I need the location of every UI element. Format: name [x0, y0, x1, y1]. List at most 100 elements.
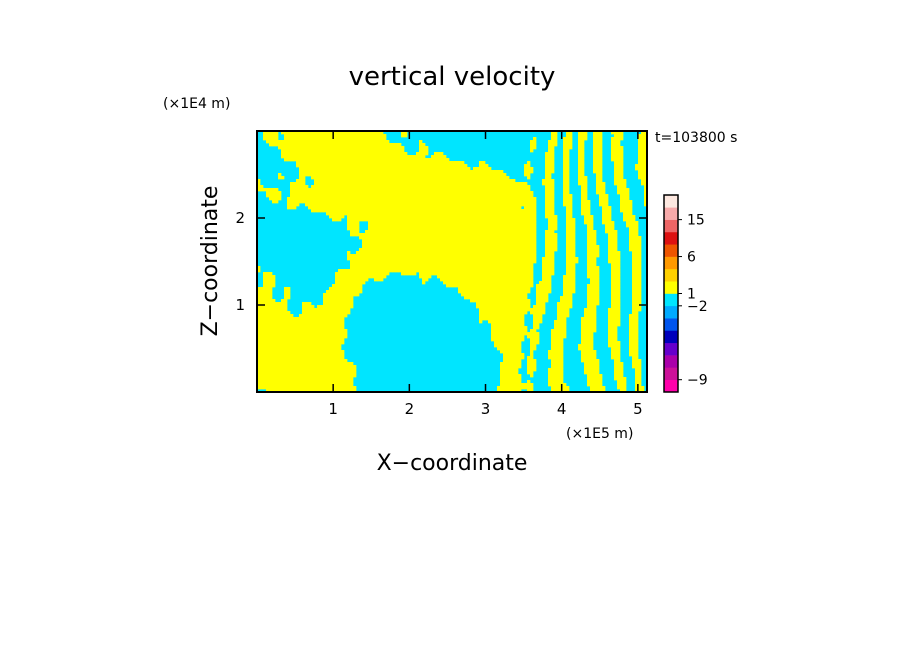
field-cell [491, 260, 495, 264]
field-cell [314, 308, 318, 312]
field-cell [536, 290, 540, 294]
field-cell [314, 200, 318, 204]
field-cell [614, 332, 618, 336]
field-cell [584, 368, 588, 372]
field-cell [509, 209, 513, 213]
field-cell [284, 332, 288, 336]
field-cell [524, 248, 528, 252]
field-cell [548, 236, 552, 240]
field-cell [638, 245, 642, 249]
field-cell [317, 326, 321, 330]
field-cell [401, 248, 405, 252]
field-cell [596, 269, 600, 273]
field-cell [509, 269, 513, 273]
field-cell [311, 197, 315, 201]
field-cell [566, 218, 570, 222]
field-cell [260, 329, 264, 333]
field-cell [281, 314, 285, 318]
field-cell [299, 374, 303, 378]
field-cell [332, 182, 336, 186]
field-cell [398, 269, 402, 273]
field-cell [398, 224, 402, 228]
field-cell [587, 254, 591, 258]
field-cell [281, 326, 285, 330]
field-cell [266, 329, 270, 333]
field-cell [560, 329, 564, 333]
field-cell [344, 179, 348, 183]
field-cell [584, 200, 588, 204]
field-cell [479, 248, 483, 252]
field-cell [569, 230, 573, 234]
field-cell [572, 227, 576, 231]
field-cell [521, 215, 525, 219]
field-cell [320, 335, 324, 339]
field-cell [620, 374, 624, 378]
field-cell [413, 179, 417, 183]
field-cell [536, 323, 540, 327]
field-cell [635, 308, 639, 312]
field-cell [611, 311, 615, 315]
field-cell [356, 191, 360, 195]
field-cell [467, 269, 471, 273]
field-cell [302, 194, 306, 198]
field-cell [590, 221, 594, 225]
field-cell [290, 182, 294, 186]
field-cell [443, 272, 447, 276]
field-cell [635, 374, 639, 378]
field-cell [461, 290, 465, 294]
field-cell [434, 251, 438, 255]
field-cell [323, 332, 327, 336]
field-cell [359, 269, 363, 273]
field-cell [332, 296, 336, 300]
field-cell [413, 203, 417, 207]
field-cell [311, 365, 315, 369]
field-cell [338, 185, 342, 189]
field-cell [431, 236, 435, 240]
field-cell [557, 374, 561, 378]
field-cell [326, 365, 330, 369]
field-cell [257, 287, 261, 291]
field-cell [269, 314, 273, 318]
field-cell [437, 251, 441, 255]
field-cell [512, 185, 516, 189]
field-cell [623, 194, 627, 198]
field-cell [410, 272, 414, 276]
field-cell [512, 257, 516, 261]
field-cell [368, 254, 372, 258]
field-cell [446, 245, 450, 249]
field-cell [458, 239, 462, 243]
field-cell [266, 389, 270, 392]
field-cell [323, 377, 327, 381]
field-cell [410, 179, 414, 183]
field-cell [491, 338, 495, 342]
field-cell [548, 260, 552, 264]
field-cell [584, 182, 588, 186]
field-cell [374, 191, 378, 195]
field-cell [401, 242, 405, 246]
field-cell [500, 221, 504, 225]
field-cell [284, 293, 288, 297]
field-cell [458, 284, 462, 288]
field-cell [452, 188, 456, 192]
field-cell [272, 356, 276, 360]
field-cell [422, 266, 426, 270]
field-cell [494, 275, 498, 279]
field-cell [608, 320, 612, 324]
field-cell [509, 347, 513, 351]
field-cell [587, 302, 591, 306]
y-unit-label: (×1E4 m) [163, 96, 230, 112]
field-cell [443, 245, 447, 249]
field-cell [545, 212, 549, 216]
field-cell [476, 254, 480, 258]
field-cell [485, 305, 489, 309]
field-cell [380, 260, 384, 264]
field-cell [380, 206, 384, 210]
field-cell [617, 368, 621, 372]
field-cell [257, 386, 261, 390]
field-cell [389, 233, 393, 237]
field-cell [287, 353, 291, 357]
field-cell [377, 227, 381, 231]
field-cell [569, 296, 573, 300]
field-cell [425, 206, 429, 210]
field-cell [320, 308, 324, 312]
